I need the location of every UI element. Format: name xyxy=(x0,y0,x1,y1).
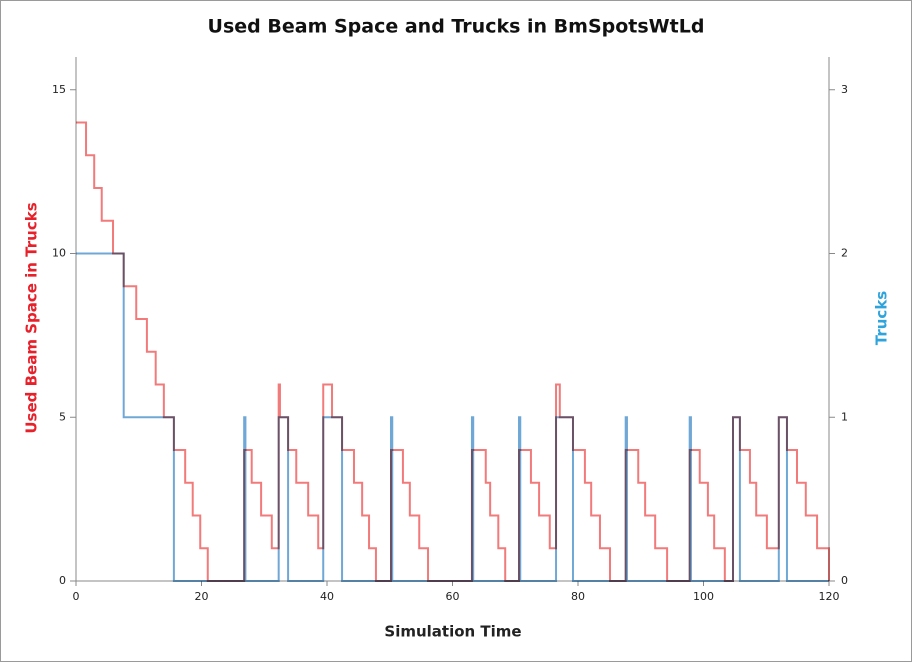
x-tick-label: 80 xyxy=(571,590,585,603)
x-tick-label: 0 xyxy=(73,590,80,603)
x-tick-label: 100 xyxy=(693,590,714,603)
x-tick-label: 40 xyxy=(320,590,334,603)
y2-tick-label: 2 xyxy=(841,247,848,260)
y2-tick-label: 0 xyxy=(841,574,848,587)
y-tick-label: 10 xyxy=(52,247,66,260)
y-axis-title: Used Beam Space in Trucks xyxy=(23,202,41,433)
y2-tick-label: 1 xyxy=(841,410,848,423)
step-line xyxy=(76,121,830,582)
y-tick-label: 0 xyxy=(59,574,66,587)
y-tick-label: 5 xyxy=(59,410,66,423)
y2-tick-label: 3 xyxy=(841,83,848,96)
x-tick-label: 120 xyxy=(819,590,840,603)
x-tick-label: 20 xyxy=(195,590,209,603)
y2-axis-title: Trucks xyxy=(873,291,891,346)
x-tick-label: 60 xyxy=(446,590,460,603)
chart-title: Used Beam Space and Trucks in BmSpotsWtL… xyxy=(208,16,705,38)
x-axis-title: Simulation Time xyxy=(384,623,521,641)
y-tick-label: 15 xyxy=(52,83,66,96)
